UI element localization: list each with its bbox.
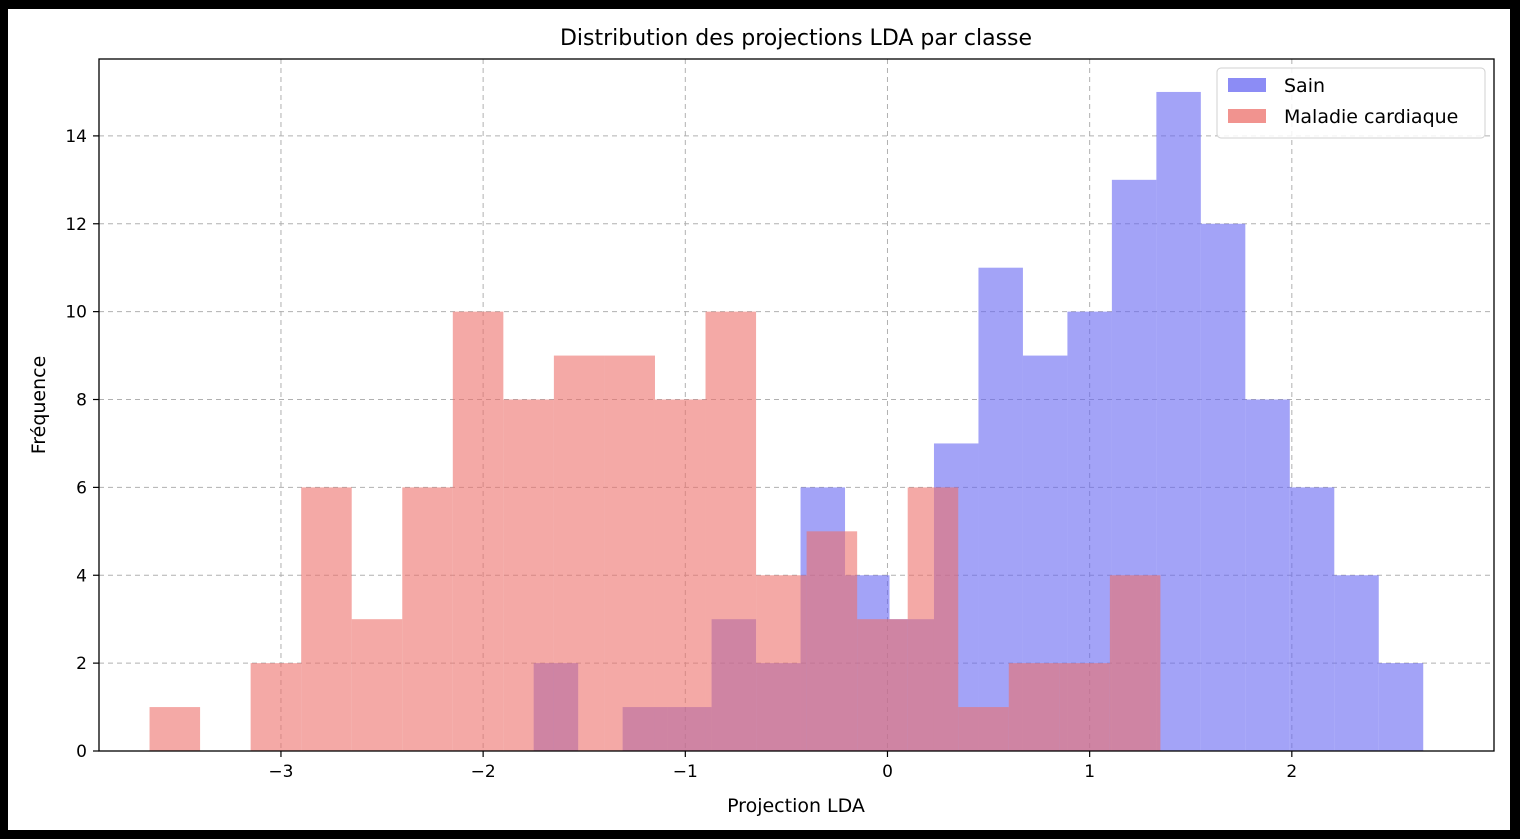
- x-tick-label: −3: [268, 762, 293, 782]
- x-axis-label: Projection LDA: [727, 795, 865, 817]
- histogram-bar: [604, 355, 655, 751]
- histogram-bar: [452, 311, 504, 751]
- legend-swatch-sain: [1228, 78, 1266, 92]
- y-axis-label: Fréquence: [28, 356, 50, 455]
- x-tick-label: −1: [673, 762, 698, 782]
- histogram-bar: [1289, 487, 1335, 751]
- histogram-bar: [503, 399, 554, 751]
- y-tick-label: 2: [76, 654, 87, 674]
- y-tick-label: 0: [76, 742, 87, 762]
- histogram-bar: [402, 487, 453, 751]
- legend: Sain Maladie cardiaque: [1216, 67, 1486, 139]
- y-tick-label: 8: [76, 391, 87, 411]
- histogram-bar: [1109, 575, 1161, 751]
- histogram-bar: [553, 355, 605, 751]
- y-tick-label: 6: [76, 478, 87, 498]
- histogram-bar: [149, 707, 201, 751]
- plot-area-frame: [98, 58, 1495, 752]
- histogram-bar: [1008, 663, 1060, 751]
- histogram-bar: [857, 619, 908, 751]
- x-axis-ticks: −3 −2 −1 0 1 2: [268, 751, 1297, 782]
- histogram-bar: [1378, 663, 1424, 751]
- legend-label-sain: Sain: [1284, 75, 1325, 97]
- histogram-bar: [705, 311, 757, 751]
- legend-label-maladie-cardiaque: Maladie cardiaque: [1284, 106, 1458, 128]
- histogram-bar: [1200, 223, 1246, 751]
- histogram-bar: [654, 399, 706, 751]
- histogram-chart: Distribution des projections LDA par cla…: [28, 26, 1495, 817]
- y-axis-ticks: 0 2 4 6 8 10 12 14: [65, 127, 99, 762]
- histogram-bar: [1245, 399, 1290, 751]
- histogram-bar: [756, 575, 807, 751]
- legend-swatch-maladie-cardiaque: [1228, 109, 1266, 123]
- histogram-bar: [301, 487, 352, 751]
- histogram-bar: [907, 487, 959, 751]
- legend-box: [1216, 67, 1486, 139]
- x-tick-label: 1: [1084, 762, 1095, 782]
- histogram-bar: [1156, 91, 1201, 751]
- chart-title: Distribution des projections LDA par cla…: [560, 26, 1032, 51]
- histogram-bar: [351, 619, 403, 751]
- y-tick-label: 10: [65, 303, 87, 323]
- histogram-bar: [250, 663, 302, 751]
- x-tick-label: −2: [471, 762, 496, 782]
- histogram-bars: [149, 91, 1424, 752]
- series-maladie-cardiaque-bars: [149, 311, 1161, 751]
- histogram-bar: [806, 531, 858, 751]
- y-tick-label: 14: [65, 127, 87, 147]
- y-tick-label: 4: [76, 566, 87, 586]
- x-tick-label: 2: [1286, 762, 1297, 782]
- histogram-bar: [1334, 575, 1379, 751]
- histogram-bar: [1059, 663, 1110, 751]
- figure-frame: Distribution des projections LDA par cla…: [8, 9, 1510, 830]
- x-tick-label: 0: [882, 762, 893, 782]
- y-tick-label: 12: [65, 215, 87, 235]
- histogram-bar: [958, 707, 1009, 751]
